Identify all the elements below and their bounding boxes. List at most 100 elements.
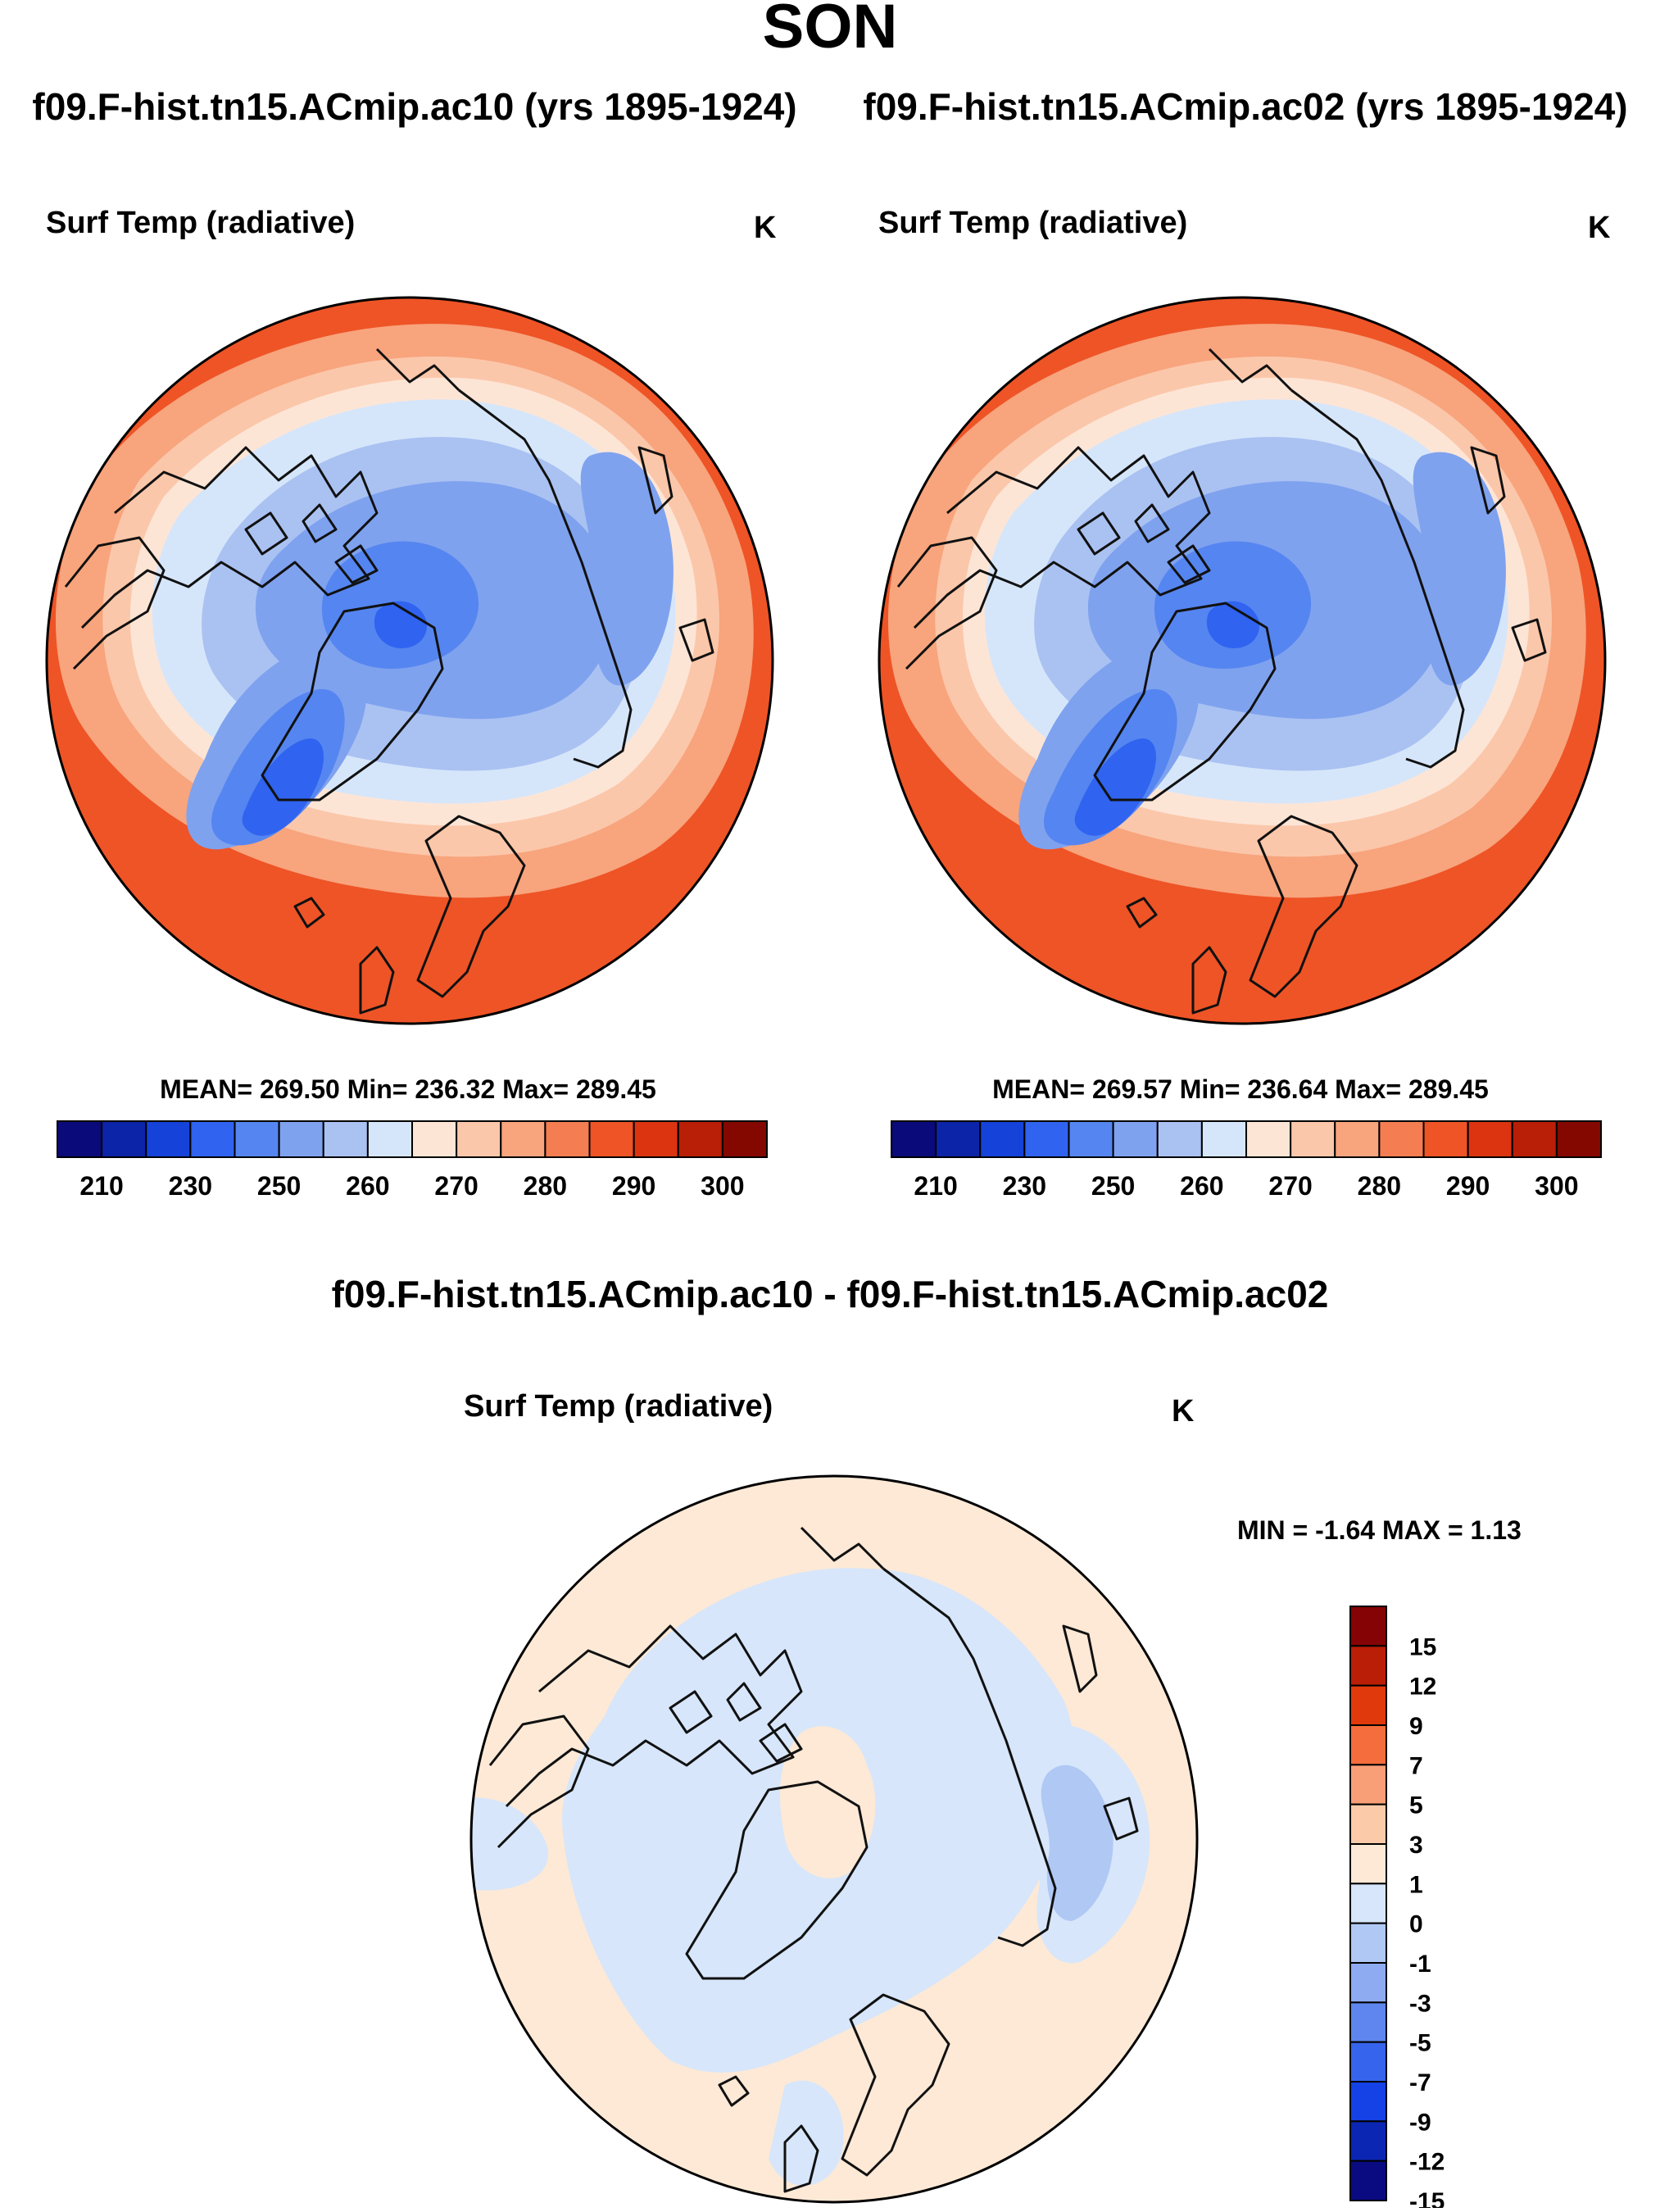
right-panel: Surf Temp (radiative) K MEAN= 269.57 Min… bbox=[878, 206, 1611, 1201]
diff-colorbar-swatch bbox=[1349, 2081, 1387, 2123]
diff-title: f09.F-hist.tn15.ACmip.ac10 - f09.F-hist.… bbox=[332, 1273, 1329, 1315]
colorbar-tick-label: 250 bbox=[257, 1171, 301, 1201]
colorbar-swatch bbox=[677, 1120, 723, 1158]
colorbar-tick-label: 280 bbox=[1358, 1171, 1401, 1201]
colorbar-swatch bbox=[891, 1120, 937, 1158]
diff-colorbar-tick-label: 1 bbox=[1409, 1871, 1423, 1898]
colorbar-swatch bbox=[633, 1120, 679, 1158]
colorbar-swatch bbox=[935, 1120, 982, 1158]
colorbar-swatch bbox=[366, 1120, 413, 1158]
diff-colorbar-swatch bbox=[1349, 1843, 1387, 1885]
season-title: SON bbox=[763, 0, 898, 61]
colorbar-swatch bbox=[500, 1120, 547, 1158]
diff-stats: MIN = -1.64 MAX = 1.13 bbox=[1237, 1515, 1522, 1545]
left-stats: MEAN= 269.50 Min= 236.32 Max= 289.45 bbox=[160, 1074, 656, 1104]
diff-colorbar-tick-label: -3 bbox=[1409, 1990, 1431, 2017]
diff-colorbar-tick-label: -9 bbox=[1409, 2109, 1431, 2136]
right-map-border bbox=[878, 296, 1607, 1025]
colorbar-tick-label: 290 bbox=[1446, 1171, 1490, 1201]
colorbar-swatch bbox=[322, 1120, 369, 1158]
colorbar-swatch bbox=[1467, 1120, 1513, 1158]
diff-colorbar-tick-label: 12 bbox=[1409, 1674, 1436, 1701]
diff-map-border bbox=[469, 1474, 1199, 2204]
diff-colorbar-swatch bbox=[1349, 2120, 1387, 2162]
right-stats: MEAN= 269.57 Min= 236.64 Max= 289.45 bbox=[992, 1074, 1489, 1104]
colorbar-tick-label: 270 bbox=[1268, 1171, 1312, 1201]
case-title-left: f09.F-hist.tn15.ACmip.ac10 (yrs 1895-192… bbox=[32, 85, 796, 128]
colorbar-tick-label: 300 bbox=[701, 1171, 744, 1201]
left-variable-label: Surf Temp (radiative) bbox=[46, 206, 355, 240]
colorbar-swatch bbox=[1334, 1120, 1381, 1158]
colorbar-swatch bbox=[1200, 1120, 1247, 1158]
colorbar-tick-label: 280 bbox=[524, 1171, 567, 1201]
right-colorbar: 210 230 250 260 270 280 290 300 bbox=[891, 1120, 1602, 1201]
diff-colorbar-tick-label: -1 bbox=[1409, 1951, 1431, 1978]
diff-colorbar-tick-label: -5 bbox=[1409, 2030, 1431, 2057]
diff-colorbar-swatch bbox=[1349, 1645, 1387, 1687]
colorbar-swatch bbox=[544, 1120, 591, 1158]
colorbar-swatch bbox=[1023, 1120, 1070, 1158]
left-map-border bbox=[45, 296, 774, 1025]
left-map bbox=[47, 298, 773, 1024]
colorbar-tick-label: 250 bbox=[1091, 1171, 1135, 1201]
colorbar-tick-label: 270 bbox=[434, 1171, 478, 1201]
colorbar-swatch bbox=[1555, 1120, 1602, 1158]
contour-ice-deepest bbox=[242, 601, 427, 836]
diff-colorbar-tick-label: -7 bbox=[1409, 2069, 1431, 2096]
diff-colorbar-swatch bbox=[1349, 1684, 1387, 1727]
diff-colorbar-swatch bbox=[1349, 1724, 1387, 1766]
colorbar-swatch bbox=[101, 1120, 147, 1158]
diff-colorbar-swatch bbox=[1349, 1922, 1387, 1964]
colorbar-swatch bbox=[278, 1120, 324, 1158]
colorbar-swatch bbox=[57, 1120, 103, 1158]
right-map bbox=[879, 298, 1605, 1024]
colorbar-swatch bbox=[1290, 1120, 1336, 1158]
diff-colorbar: 15 12 9 7 5 3 1 0 -1 -3 -5 -7 -9 -12 -15 bbox=[1349, 1606, 1445, 2212]
diff-colorbar-swatch bbox=[1349, 2041, 1387, 2083]
colorbar-swatch bbox=[1156, 1120, 1203, 1158]
left-map-fields bbox=[47, 298, 773, 1024]
colorbar-tick-label: 210 bbox=[79, 1171, 123, 1201]
colorbar-swatch bbox=[145, 1120, 192, 1158]
case-title-right: f09.F-hist.tn15.ACmip.ac02 (yrs 1895-192… bbox=[863, 85, 1627, 128]
diff-colorbar-tick-label: -12 bbox=[1409, 2149, 1445, 2176]
diff-colorbar-tick-label: 5 bbox=[1409, 1792, 1423, 1819]
diff-colorbar-tick-label: 7 bbox=[1409, 1752, 1423, 1779]
colorbar-swatch bbox=[456, 1120, 502, 1158]
colorbar-swatch bbox=[1245, 1120, 1292, 1158]
colorbar-swatch bbox=[588, 1120, 635, 1158]
diff-colorbar-swatch bbox=[1349, 1962, 1387, 2004]
colorbar-tick-label: 230 bbox=[169, 1171, 212, 1201]
colorbar-tick-label: 210 bbox=[914, 1171, 957, 1201]
diff-variable-label: Surf Temp (radiative) bbox=[464, 1389, 773, 1424]
colorbar-swatch bbox=[1068, 1120, 1114, 1158]
left-panel: Surf Temp (radiative) K MEAN= 269.50 Min… bbox=[45, 206, 777, 1201]
colorbar-swatch bbox=[234, 1120, 280, 1158]
colorbar-tick-label: 290 bbox=[612, 1171, 655, 1201]
diff-colorbar-tick-label: -15 bbox=[1409, 2188, 1445, 2208]
diff-colorbar-tick-label: 15 bbox=[1409, 1633, 1436, 1660]
diff-colorbar-swatch bbox=[1349, 2160, 1387, 2202]
diff-colorbar-swatch bbox=[1349, 1764, 1387, 1805]
diff-map bbox=[471, 1476, 1197, 2202]
colorbar-tick-label: 230 bbox=[1003, 1171, 1046, 1201]
colorbar-tick-label: 260 bbox=[346, 1171, 389, 1201]
colorbar-tick-label: 300 bbox=[1535, 1171, 1578, 1201]
diff-colorbar-swatch bbox=[1349, 2001, 1387, 2043]
colorbar-swatch bbox=[1422, 1120, 1469, 1158]
colorbar-swatch bbox=[1112, 1120, 1159, 1158]
diff-units-label: K bbox=[1172, 1394, 1195, 1428]
colorbar-swatch bbox=[1378, 1120, 1425, 1158]
diff-colorbar-swatch bbox=[1349, 1883, 1387, 1924]
colorbar-swatch bbox=[979, 1120, 1026, 1158]
colorbar-tick-label: 260 bbox=[1180, 1171, 1223, 1201]
colorbar-swatch bbox=[189, 1120, 236, 1158]
diff-colorbar-swatch bbox=[1349, 1803, 1387, 1846]
diff-colorbar-tick-label: 9 bbox=[1409, 1713, 1423, 1740]
colorbar-swatch bbox=[411, 1120, 458, 1158]
diff-colorbar-tick-label: 3 bbox=[1409, 1832, 1423, 1859]
diff-colorbar-swatch bbox=[1349, 1606, 1387, 1647]
left-colorbar: 210 230 250 260 270 280 290 300 bbox=[57, 1120, 768, 1201]
right-units-label: K bbox=[1588, 211, 1611, 245]
